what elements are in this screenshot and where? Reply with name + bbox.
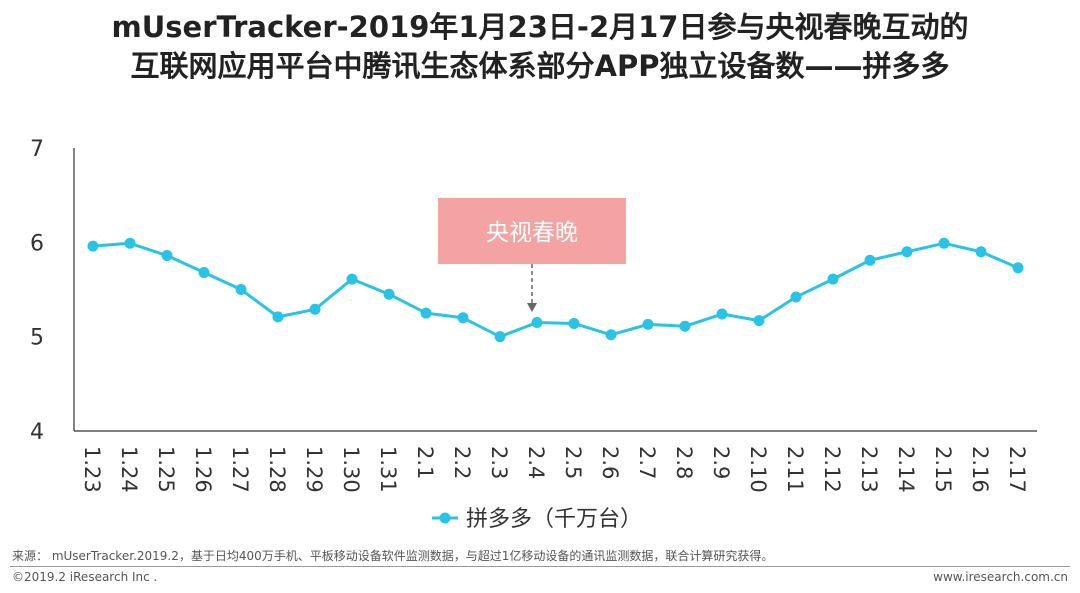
data-point <box>124 237 136 249</box>
chart-title-line-2: 互联网应用平台中腾讯生态体系部分APP独立设备数——拼多多 <box>130 49 950 83</box>
x-tick-label: 2.10 <box>746 446 770 493</box>
x-tick-label: 1.30 <box>339 446 363 493</box>
annotation-box <box>438 198 626 264</box>
legend-swatch-marker <box>439 512 451 524</box>
line-chart: 4 5 6 7 1.23 1.24 1.25 1.26 1.27 1.28 1.29 1.30 1.31… <box>30 137 1037 532</box>
data-point <box>531 317 543 329</box>
series-line <box>92 241 1019 339</box>
data-point <box>642 318 654 330</box>
x-tick-label: 2.7 <box>635 446 659 479</box>
data-point <box>716 308 728 320</box>
x-tick-label: 2.14 <box>894 446 918 493</box>
x-tick-label: 1.27 <box>228 446 252 493</box>
data-point <box>235 284 247 295</box>
data-point <box>827 273 839 285</box>
data-point <box>346 273 358 285</box>
y-tick-label: 7 <box>30 137 44 162</box>
x-tick-label: 2.15 <box>931 446 955 493</box>
x-tick-label: 2.5 <box>561 446 585 479</box>
x-tick-label: 2.13 <box>857 446 881 493</box>
data-point <box>457 312 469 324</box>
x-tick-label: 2.8 <box>672 446 696 479</box>
source-note: 来源： mUserTracker.2019.2，基于日均400万手机、平板移动设… <box>12 549 774 563</box>
x-tick-label: 1.29 <box>302 446 326 493</box>
data-point <box>161 250 173 262</box>
x-tick-label: 2.9 <box>709 446 733 479</box>
x-tick-label: 2.17 <box>1005 446 1029 493</box>
legend-label: 拼多多（千万台） <box>466 507 642 532</box>
data-point <box>753 315 765 327</box>
x-tick-label: 2.16 <box>968 446 992 493</box>
copyright-text: ©2019.2 iResearch Inc . <box>12 570 158 584</box>
data-point <box>383 288 395 300</box>
x-tick-label: 1.26 <box>191 446 215 493</box>
data-point <box>87 240 99 252</box>
data-point <box>605 329 617 341</box>
data-point <box>198 267 210 279</box>
x-tick-label: 1.24 <box>117 446 141 493</box>
data-point <box>420 307 432 319</box>
chart-title-line-1: mUserTracker-2019年1月23日-2月17日参与央视春晚互动的 <box>111 10 969 44</box>
data-point <box>790 291 802 303</box>
data-point <box>494 331 506 343</box>
data-point <box>1012 262 1024 274</box>
annotation-arrow-head <box>527 303 537 312</box>
y-tick-label: 4 <box>30 420 44 445</box>
x-tick-label: 2.3 <box>487 446 511 479</box>
y-tick-label: 5 <box>30 326 44 351</box>
chart-title: mUserTracker-2019年1月23日-2月17日参与央视春晚互动的 互… <box>0 8 1080 86</box>
x-tick-label: 2.4 <box>524 446 548 479</box>
x-tick-label: 1.28 <box>265 446 289 493</box>
data-point <box>309 303 321 315</box>
x-tick-label: 1.31 <box>376 446 400 493</box>
x-tick-label: 1.23 <box>80 446 104 493</box>
x-tick-label: 2.2 <box>450 446 474 479</box>
x-tick-label: 2.11 <box>783 446 807 493</box>
x-tick-label: 2.1 <box>413 446 437 479</box>
website-link[interactable]: www.iresearch.com.cn <box>933 570 1068 584</box>
data-point <box>975 246 987 258</box>
x-tick-label: 1.25 <box>154 446 178 493</box>
data-point <box>679 320 691 332</box>
y-tick-label: 6 <box>30 231 44 256</box>
data-point <box>568 317 580 329</box>
x-tick-label: 2.12 <box>820 446 844 493</box>
x-tick-label: 2.6 <box>598 446 622 479</box>
data-point <box>901 246 913 258</box>
data-point <box>864 254 876 266</box>
data-point <box>938 237 950 249</box>
data-point <box>272 311 284 323</box>
footer-divider <box>10 566 1070 567</box>
annotation-label: 央视春晚 <box>486 220 578 246</box>
